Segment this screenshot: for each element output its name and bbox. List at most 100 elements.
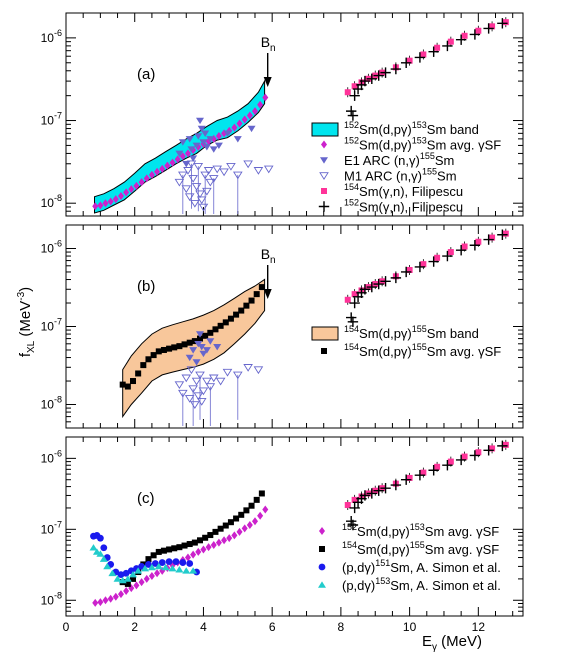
data-point [186,560,194,567]
y-axis-label-main: f [17,352,34,357]
data-point [222,319,229,326]
data-point [253,167,264,175]
data-point [461,32,468,39]
legend-text-sup2: 155 [412,342,427,352]
data-point [344,89,351,96]
data-point [186,339,193,346]
data-point [189,567,198,574]
data-point [196,117,205,125]
data-point [148,170,155,179]
data-point [107,197,114,206]
data-point [97,598,104,607]
data-point [107,594,114,603]
legend-text-mid: Sm, A. Simon et al. [390,578,501,593]
data-point [420,51,427,58]
data-point [189,155,198,162]
data-point [246,111,253,120]
data-point [117,192,124,201]
data-point [400,57,412,68]
data-point [214,142,223,150]
legend-text-mid: Sm [435,153,455,168]
legend-text-mid: Sm(γ,n), Filipescu [359,200,463,215]
data-point [184,395,195,403]
y-tick-label: 10-6 [41,448,62,465]
y-tick-label: 10-7 [41,111,62,128]
data-point [359,284,371,295]
data-point [205,543,212,552]
y-tick-label-base: 10 [41,451,55,465]
legend-marker [318,201,330,212]
data-point [345,105,357,117]
data-point [102,596,109,605]
data-point [179,559,187,566]
data-point [186,160,197,169]
data-point [380,276,391,287]
x-tick-label: 10 [403,620,417,634]
data-point [241,524,248,533]
y-tick-label-base: 10 [41,241,55,255]
data-point [188,175,198,183]
y-tick-label-base: 10 [41,522,55,536]
legend-text-sup1: 151 [375,558,390,568]
legend-text-mid: Sm [437,169,457,184]
legend-text-post: Sm band [427,122,479,137]
data-point [219,168,229,177]
series-tri-down-open [174,364,264,426]
data-point [175,566,184,573]
data-point [133,181,140,190]
legend-text-sup2: 155 [410,540,425,550]
data-point [231,123,238,132]
data-point [347,519,359,531]
x-tick-label: 6 [269,620,276,634]
data-point [475,449,482,456]
data-point [112,592,119,601]
y-tick-label: 10-8 [41,590,62,607]
data-point [138,578,145,587]
data-point [181,542,188,549]
data-point [208,374,219,383]
data-point [251,107,258,116]
y-tick-label-base: 10 [41,593,55,607]
data-point [262,505,269,514]
legend-text-post: Sm avg. γSF [427,344,501,359]
data-point [497,229,508,240]
data-point [183,167,193,175]
legend-text-sup1: 155 [420,151,435,161]
data-point [428,256,439,267]
legend-text-post: Sm band [427,326,479,341]
y-tick-label-base: 10 [41,196,55,210]
data-point [196,398,207,406]
legend-entry: 152Sm(d,pγ)153Sm band [344,120,479,137]
data-point [123,188,130,197]
legend-text-sup1: 154 [344,324,359,334]
data-point [112,195,119,204]
legend-marker [320,157,328,164]
data-point [190,401,200,409]
data-point [222,368,233,377]
data-point [190,199,200,208]
plot-frame [65,436,524,617]
data-point [483,23,494,34]
data-point [414,469,426,481]
data-point [190,550,197,559]
data-point [130,575,137,582]
data-point [147,563,156,571]
series-cross [345,18,508,121]
data-point [455,454,467,466]
series-cross [345,229,508,327]
data-point [475,238,482,245]
data-point [215,377,226,386]
data-point [150,552,157,559]
y-tick-label-exp: -7 [54,317,62,327]
data-point [253,291,260,298]
data-point [143,174,150,183]
data-point [172,558,180,566]
data-point [257,511,264,520]
y-tick-label-exp: -6 [54,28,62,38]
y-tick-label-base: 10 [41,31,55,45]
legend-entry: 154Sm(d,pγ)155Sm band [344,324,479,341]
data-point [497,440,508,452]
data-point [197,125,206,133]
